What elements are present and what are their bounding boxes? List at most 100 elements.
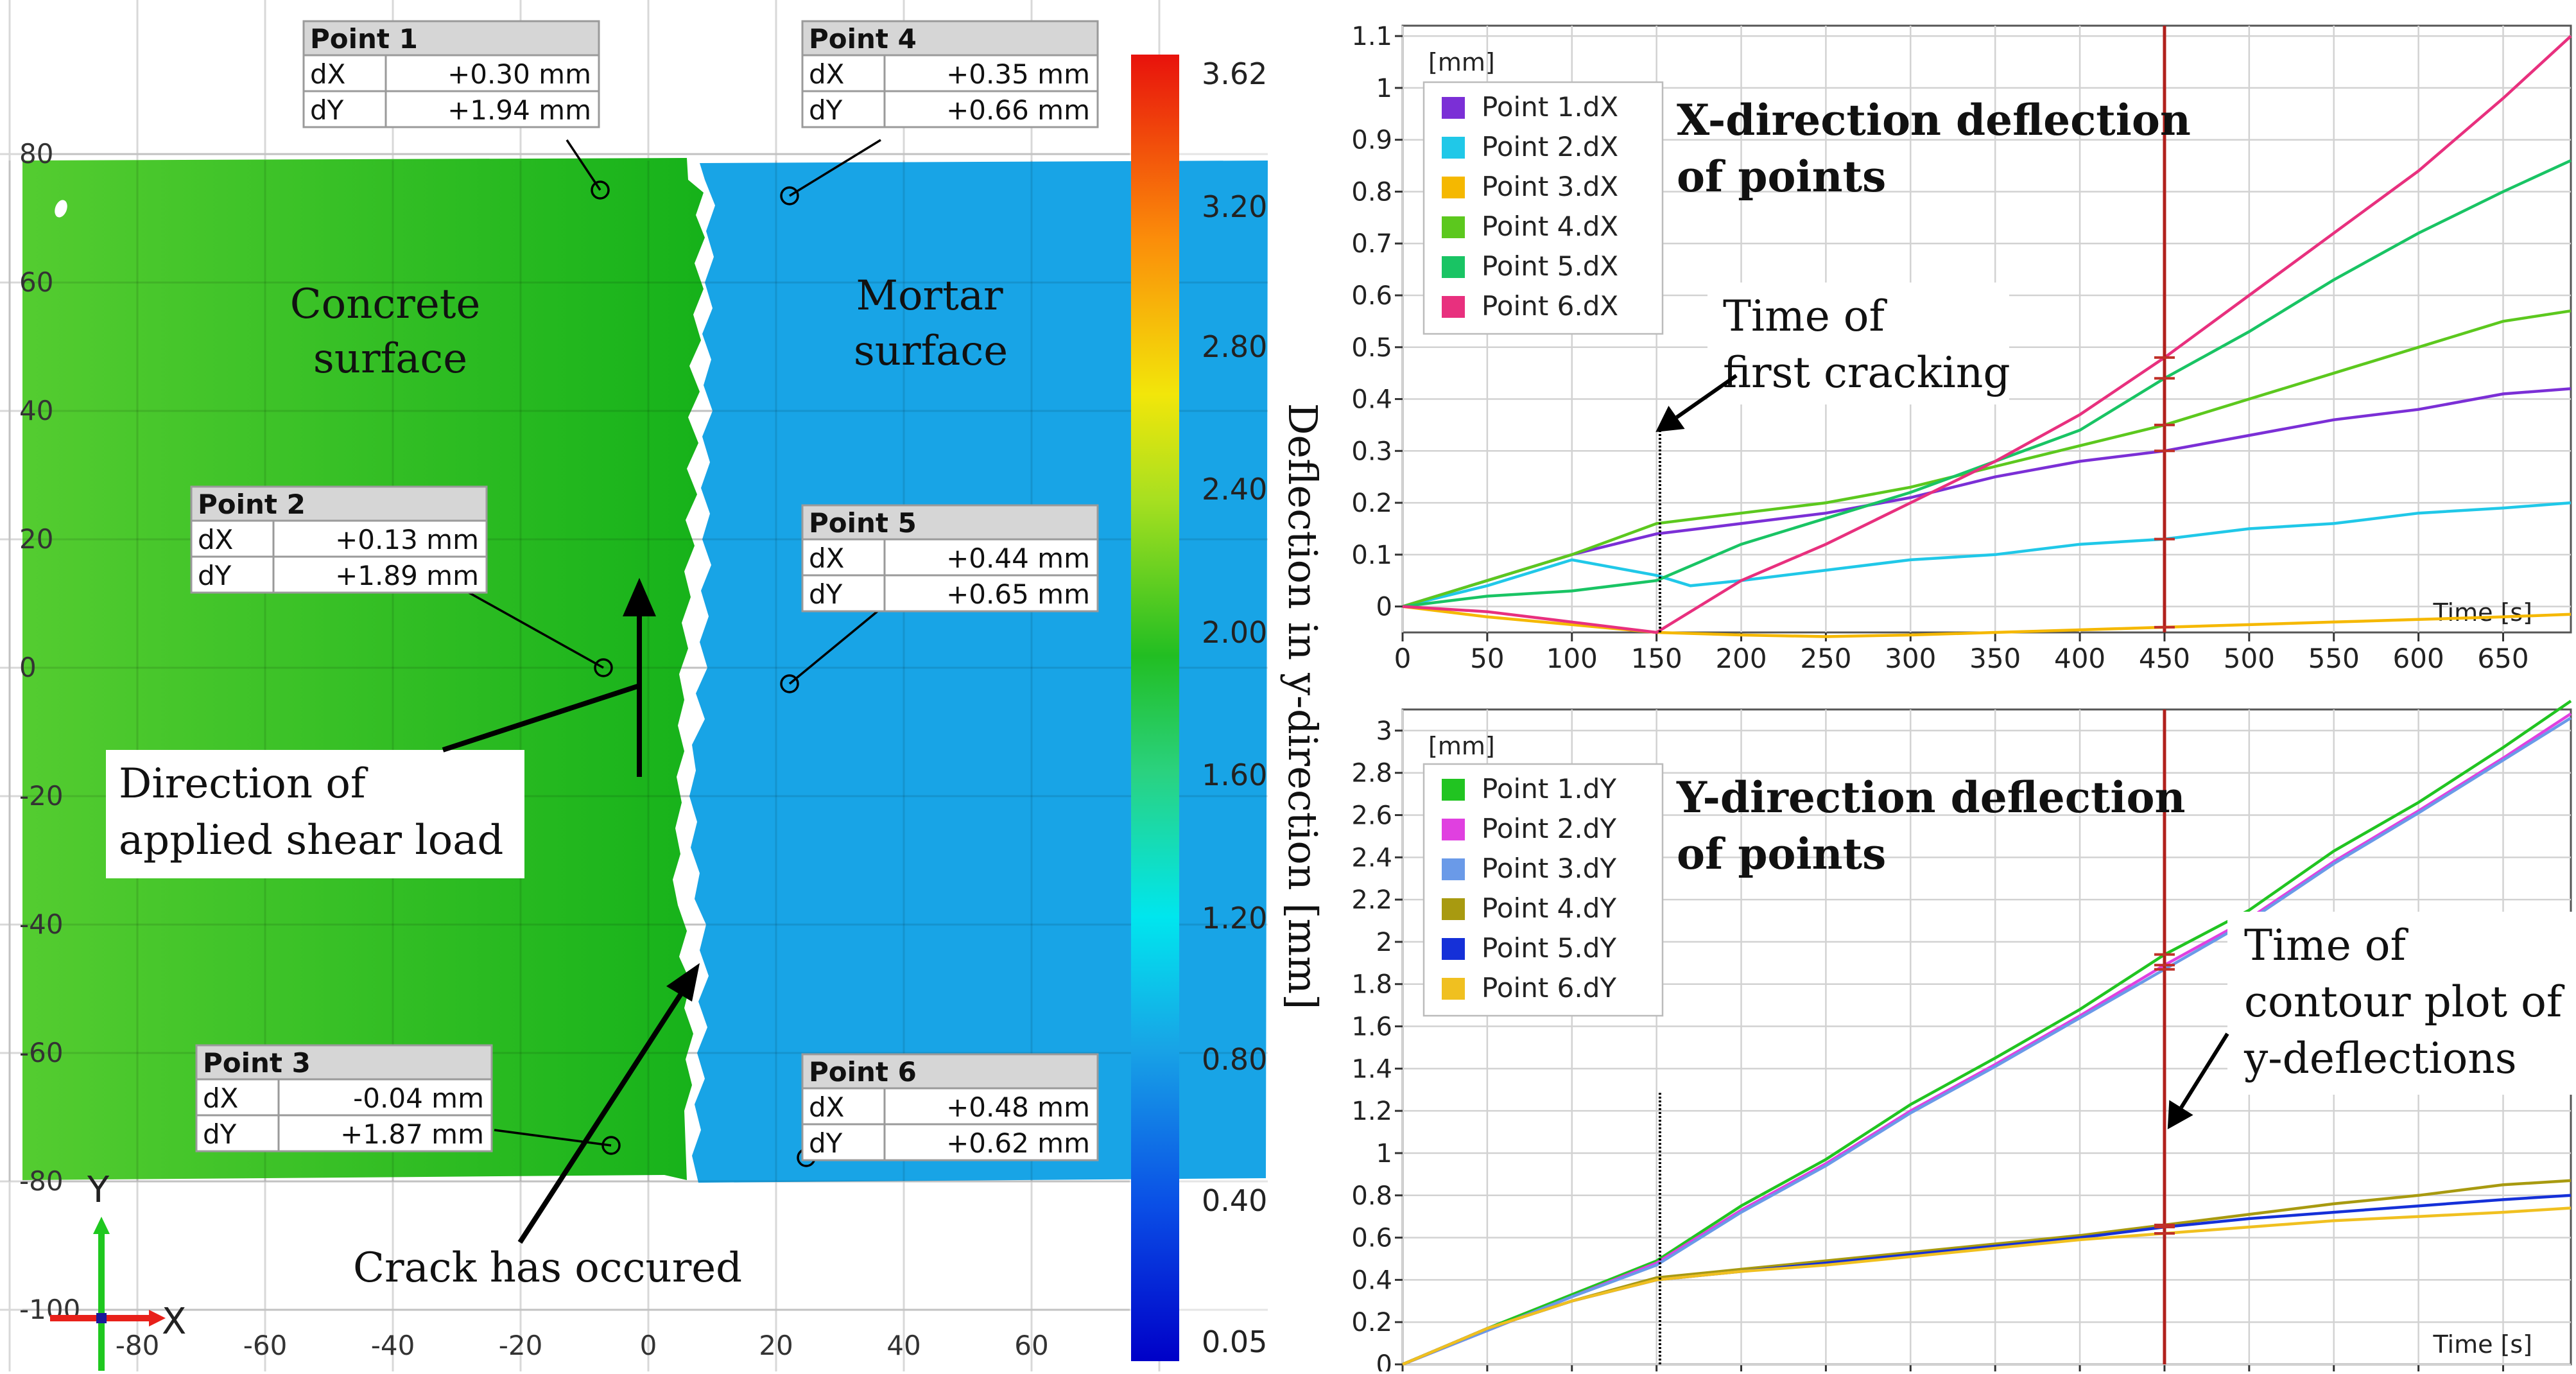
y-tick-label: 0 [1376, 593, 1392, 622]
y-tick-label: 0.6 [1351, 1224, 1392, 1253]
chart-title: of points [1677, 829, 1886, 879]
series-line [1402, 387, 2572, 608]
callout-header [195, 1044, 493, 1081]
callout-leader [494, 1129, 612, 1147]
callout-leader [789, 139, 881, 197]
x-tick-label: 200 [1715, 643, 1767, 674]
y-tick-label: 2.4 [1351, 843, 1392, 873]
callout-dx-value: +0.44 mm [946, 543, 1090, 574]
axis-glyph-y-head [93, 1217, 110, 1234]
callout-dy-label: dY [809, 1127, 843, 1159]
legend-entry: Point 4.dX [1482, 211, 1618, 242]
callout-dy-value: +1.87 mm [340, 1118, 484, 1150]
axis-glyph-y-label: Y [87, 1169, 110, 1211]
callout-title: Point 4 [809, 23, 917, 55]
contour-y-tick-label: -60 [19, 1037, 64, 1068]
callout-dx-value: +0.35 mm [946, 58, 1090, 90]
colorbar-label: Deflection in y-direction [mm] [1279, 403, 1326, 1010]
legend-entry: Point 6.dX [1482, 290, 1618, 322]
callout-dx-label: dX [809, 543, 844, 574]
callout-dx-label: dX [809, 1091, 844, 1123]
x-tick-label: 300 [1885, 643, 1936, 674]
y-tick-label: 1 [1376, 1139, 1392, 1169]
surface-left-label-line2: surface [313, 335, 467, 383]
x-tick-label: 600 [2393, 643, 2444, 674]
y-unit-label: [mm] [1428, 48, 1495, 76]
x-tick-label: 50 [1470, 643, 1504, 674]
y-tick-label: 2 [1376, 928, 1392, 957]
y-tick-label: 0.4 [1351, 385, 1392, 415]
contour-y-tick-label: 80 [19, 138, 53, 170]
callout-dy-value: +1.89 mm [335, 560, 479, 591]
annotation-box [2227, 912, 2574, 1095]
annotation-text: first cracking [1723, 348, 2010, 397]
contour-x-tick-label: -60 [243, 1330, 288, 1361]
crack-arrow-head [666, 963, 700, 1002]
x-tick-label: 100 [1546, 643, 1598, 674]
legend-entry: Point 6.dY [1482, 972, 1616, 1004]
legend-entry: Point 3.dY [1482, 853, 1616, 884]
callout-leader [566, 139, 601, 191]
callout-dy-value: +0.62 mm [946, 1127, 1090, 1159]
axis-glyph-origin [96, 1313, 107, 1323]
series-line [1402, 699, 2572, 1366]
series-line [1402, 309, 2572, 608]
colorbar-gradient [1131, 55, 1179, 1361]
colorbar-tick-label: 0.80 [1202, 1042, 1267, 1077]
callout-dy-label: dY [809, 94, 843, 126]
legend-swatch [1442, 898, 1465, 920]
x-tick-label: 400 [2054, 643, 2105, 674]
annotation-arrow-head [2167, 1100, 2193, 1129]
series-line [1402, 605, 2572, 638]
load-arrow-head [623, 578, 656, 616]
callout-dx-value: +0.30 mm [447, 58, 591, 90]
x-tick-label: 0 [1394, 643, 1412, 674]
colorbar-ticks: 3.62 3.20 2.80 2.40 2.00 1.60 1.20 0.80 0.40 0.05 [1202, 57, 1267, 1359]
contour-x-tick-label: -20 [499, 1330, 543, 1361]
annotation-text: Time of [1723, 291, 1887, 341]
y-tick-label: 1.8 [1351, 970, 1392, 1000]
chart-title: Y-direction deflection [1676, 772, 2185, 822]
y-tick-label: 0.7 [1351, 229, 1392, 259]
callout-dy-label: dY [203, 1118, 237, 1150]
legend-entry: Point 1.dY [1482, 773, 1616, 804]
callout-dx-value: -0.04 mm [353, 1083, 484, 1114]
y-tick-label: 0.1 [1351, 541, 1392, 570]
contour-panel: -80 -60 -40 -20 0 20 40 60 806040200-20-40-60-8… [0, 0, 1268, 1371]
contour-x-tick-label: 20 [759, 1330, 793, 1361]
contour-y-tick-label: 40 [19, 395, 53, 426]
contour-x-tick-label: -40 [371, 1330, 415, 1361]
surface-left-label-line1: Concrete [290, 281, 481, 328]
x-axis-label: Time [s] [2432, 598, 2532, 627]
series-line [1402, 717, 2572, 1366]
series-line [1402, 1206, 2572, 1366]
y-tick-label: 0.8 [1351, 177, 1392, 207]
surface-right-label-line1: Mortar [856, 272, 1003, 320]
legend-entry: Point 5.dX [1482, 250, 1618, 282]
legend-swatch [1442, 256, 1465, 278]
contour-y-tick-label: -20 [19, 780, 64, 812]
callout-dy-label: dY [310, 94, 344, 126]
y-tick-label: 0.3 [1351, 437, 1392, 466]
legend-entry: Point 1.dX [1482, 91, 1618, 123]
point-callout: Point 6dX dY +0.48 mm +0.62 mm [797, 1053, 1099, 1167]
colorbar-tick-label: 1.60 [1202, 758, 1267, 792]
legend-swatch [1442, 97, 1465, 119]
legend-swatch [1442, 177, 1465, 198]
colorbar-tick-label: 2.80 [1202, 329, 1267, 364]
legend-swatch [1442, 216, 1465, 238]
point-marker [594, 658, 613, 677]
y-tick-label: 0.9 [1351, 126, 1392, 155]
callout-header [801, 504, 1099, 541]
chart-y-deflection: 0501001502002503003504004505005506006500… [1351, 699, 2574, 1374]
point-marker [601, 1136, 621, 1155]
callout-title: Point 2 [198, 489, 306, 520]
x-tick-label: 150 [1631, 643, 1682, 674]
callout-dy-value: +0.66 mm [946, 94, 1090, 126]
callout-title: Point 3 [203, 1047, 311, 1079]
callout-dy-label: dY [809, 578, 843, 610]
contour-y-tick-label: -40 [19, 909, 64, 940]
legend-swatch [1442, 137, 1465, 159]
axis-glyph-x-label: X [162, 1301, 186, 1343]
